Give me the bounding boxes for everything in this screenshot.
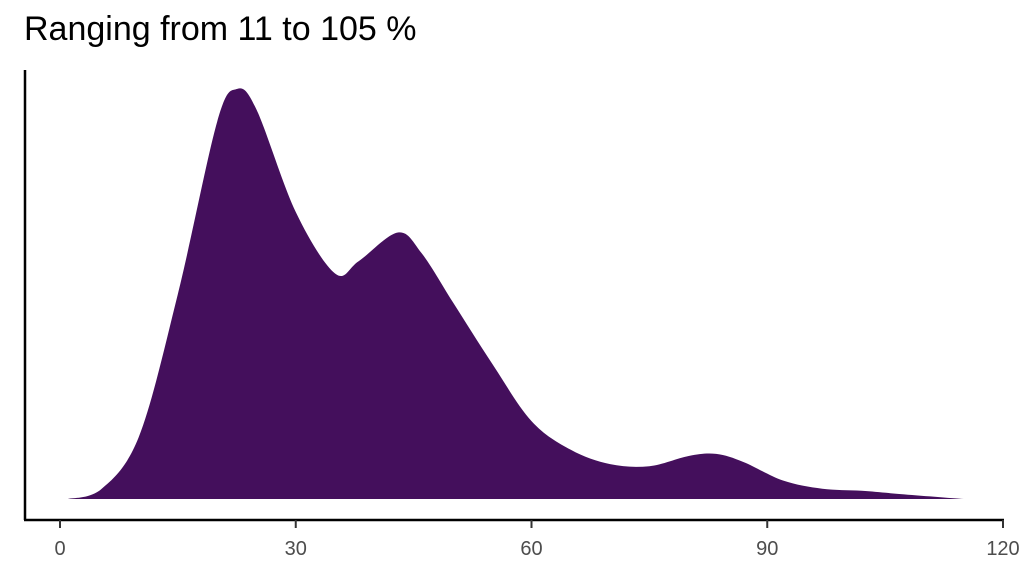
- x-tick-label: 0: [54, 538, 65, 560]
- x-axis-ticks: 0 30 60 90 120: [54, 520, 1020, 560]
- x-tick-label: 120: [986, 538, 1019, 560]
- x-tick-label: 90: [756, 538, 778, 560]
- density-area: [67, 88, 964, 500]
- chart-title: Ranging from 11 to 105 %: [24, 10, 417, 48]
- x-tick-label: 60: [520, 538, 542, 560]
- x-tick-label: 30: [285, 538, 307, 560]
